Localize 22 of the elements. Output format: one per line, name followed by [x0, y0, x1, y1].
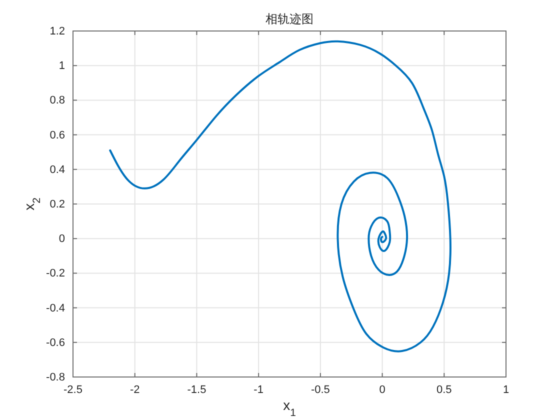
y-tick-label: 0.6	[50, 129, 65, 142]
x-tick-label: -0.5	[310, 384, 330, 396]
x-axis-title: x$_{1}$	[283, 397, 296, 419]
y-tick-label: 1	[58, 60, 65, 72]
chart-title: 相轨迹图	[266, 12, 314, 26]
y-tick-label: 0.8	[50, 94, 65, 107]
y-tick-label: -0.8	[46, 372, 65, 384]
x-tick-label: -1.5	[187, 384, 206, 396]
y-tick-label: 0.4	[50, 164, 65, 176]
y-tick-label: -0.4	[46, 302, 65, 314]
x-tick-label: -1	[254, 384, 264, 396]
x-tick-label: 0.5	[436, 384, 452, 396]
line-series	[109, 40, 452, 352]
x-tick-label: 0	[379, 384, 386, 396]
x-tick-label: -2.5	[64, 384, 82, 396]
x-tick-label: 1	[502, 384, 510, 396]
y-tick-label: -0.2	[46, 268, 65, 280]
y-tick-label: 0	[58, 233, 65, 246]
y-tick-label: 0.2	[50, 198, 65, 211]
x-tick-label: -2	[130, 384, 140, 396]
y-tick-label: -0.6	[46, 336, 65, 349]
y-tick-label: 1.2	[50, 26, 65, 38]
